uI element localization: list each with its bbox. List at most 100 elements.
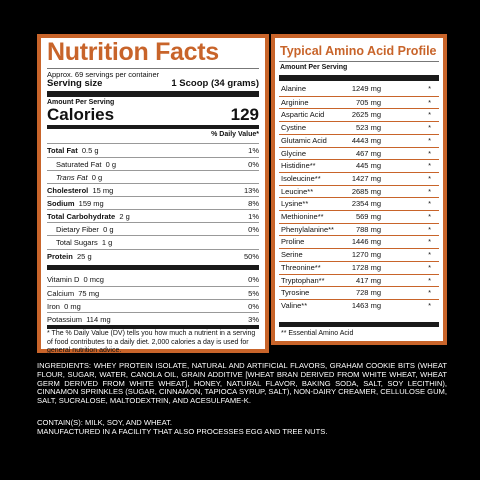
nutrient-label: Sodium — [47, 199, 75, 208]
amino-mark: * — [428, 161, 431, 171]
nutrient-dv: 13% — [243, 186, 259, 195]
nutrient-label: Vitamin D — [47, 275, 80, 284]
amino-subtitle: Amount Per Serving — [280, 64, 348, 71]
amino-mark: * — [428, 250, 431, 260]
amino-row: Leucine** 2685 mg * — [279, 184, 439, 199]
facility: MANUFACTURED IN A FACILITY THAT ALSO PRO… — [37, 427, 328, 436]
amino-row: Cystine 523 mg * — [279, 121, 439, 135]
thick-rule — [279, 322, 439, 327]
amino-name: Glutamic Acid — [281, 135, 327, 145]
nutrient-row: Protein 25 g 50% — [47, 249, 259, 263]
amino-mark: * — [428, 186, 431, 196]
amino-mark: * — [428, 288, 431, 298]
amino-row: Isoleucine** 1427 mg * — [279, 171, 439, 186]
rule — [279, 61, 439, 62]
amino-name: Alanine — [281, 84, 307, 93]
amino-amount: 2685 mg — [351, 186, 381, 196]
ingredients: INGREDIENTS: WHEY PROTEIN ISOLATE, NATUR… — [37, 361, 447, 406]
nutrient-amount: 0 mcg — [83, 275, 104, 284]
nutrient-amount: 114 mg — [86, 315, 111, 324]
nutrient-row: Cholesterol 15 mg 13% — [47, 183, 259, 197]
servings: Approx. 69 servings per container — [47, 70, 160, 79]
amino-amount: 467 mg — [355, 148, 381, 158]
amino-title: Typical Amino Acid Profile — [280, 44, 437, 58]
amino-amount: 445 mg — [355, 161, 381, 171]
amino-name: Methionine** — [281, 212, 324, 221]
amino-mark: * — [428, 300, 431, 310]
amino-row: Valine** 1463 mg * — [279, 298, 439, 313]
nutrient-amount: 2 g — [119, 212, 130, 221]
nutrient-row: Sodium 159 mg 8% — [47, 196, 259, 210]
amino-mark: * — [428, 275, 431, 285]
amino-mark: * — [428, 173, 431, 183]
amino-name: Valine** — [281, 300, 308, 310]
rule — [47, 68, 259, 69]
nutrient-dv: 1% — [248, 212, 259, 221]
nutrient-label: Saturated Fat — [56, 160, 102, 169]
dv-header: % Daily Value* — [211, 131, 259, 138]
thick-rule — [47, 265, 259, 270]
nutrient-label: Protein — [47, 252, 73, 261]
nutrient-dv: 0% — [248, 225, 259, 234]
amino-amount: 2625 mg — [351, 110, 381, 120]
nutrient-dv: 0% — [248, 275, 259, 284]
amino-amount: 4443 mg — [351, 135, 381, 145]
amino-name: Proline — [281, 237, 305, 247]
amino-mark: * — [428, 237, 431, 247]
nutrient-row: Total Fat 0.5 g 1% — [47, 143, 259, 157]
medium-rule — [47, 125, 259, 129]
amino-mark: * — [428, 84, 431, 93]
nutrient-label: Iron — [47, 302, 60, 311]
amino-amount: 788 mg — [355, 224, 381, 234]
amino-name: Isoleucine** — [281, 173, 321, 183]
amino-row: Phenylalanine** 788 mg * — [279, 222, 439, 237]
amino-row: Tryptophan** 417 mg * — [279, 273, 439, 288]
amount-per-serving: Amount Per Serving — [47, 99, 115, 106]
amino-amount: 1270 mg — [351, 250, 381, 260]
amino-panel: Typical Amino Acid Profile Amount Per Se… — [271, 34, 447, 345]
amino-mark: * — [428, 262, 431, 272]
nutrient-dv: 5% — [248, 289, 259, 298]
amino-amount: 728 mg — [355, 288, 381, 298]
serving-size-label: Serving size — [47, 78, 103, 89]
amino-row: Proline 1446 mg * — [279, 235, 439, 249]
nutrient-row: Saturated Fat 0 g 0% — [47, 157, 259, 171]
amino-row: Aspartic Acid 2625 mg * — [279, 108, 439, 122]
nutrient-amount: 0.5 g — [81, 146, 99, 155]
nutrient-dv: 8% — [248, 199, 259, 208]
nutrient-dv: 0% — [248, 160, 259, 169]
nutrient-label: Total Fat — [47, 146, 78, 155]
nutrient-amount: 75 mg — [78, 289, 100, 298]
amino-name: Glycine — [281, 148, 307, 158]
amino-row: Histidine** 445 mg * — [279, 159, 439, 173]
amino-row: Lysine** 2354 mg * — [279, 197, 439, 211]
calories-label: Calories — [47, 105, 115, 124]
medium-rule — [47, 325, 259, 329]
amino-name: Cystine — [281, 123, 307, 133]
amino-row: Threonine** 1728 mg * — [279, 260, 439, 275]
nutrient-label: Potassium — [47, 315, 83, 324]
nutrient-dv: 0% — [248, 302, 259, 311]
amino-amount: 1446 mg — [351, 237, 381, 247]
amino-mark: * — [428, 224, 431, 234]
amino-name: Phenylalanine** — [281, 224, 334, 234]
serving-size-value: 1 Scoop (34 grams) — [171, 78, 259, 89]
amino-name: Threonine** — [281, 262, 321, 272]
nutrient-label: Calcium — [47, 289, 75, 298]
calories-value: 129 — [230, 105, 259, 124]
thick-rule — [47, 91, 259, 97]
amino-mark: * — [428, 212, 431, 221]
nutrient-row: Iron 0 mg 0% — [47, 299, 259, 313]
nutrient-dv: 50% — [243, 252, 259, 261]
amino-name: Lysine** — [281, 199, 309, 209]
amino-mark: * — [428, 110, 431, 120]
amino-name: Histidine** — [281, 161, 316, 171]
amino-row: Glutamic Acid 4443 mg * — [279, 133, 439, 148]
amino-footnote: ** Essential Amino Acid — [281, 330, 354, 337]
nutrient-amount: 15 mg — [92, 186, 114, 195]
dv-footnote: * The % Daily Value (DV) tells you how m… — [47, 330, 256, 354]
amino-mark: * — [428, 148, 431, 158]
nutrient-amount: 25 g — [77, 252, 92, 261]
amino-amount: 1463 mg — [351, 300, 381, 310]
